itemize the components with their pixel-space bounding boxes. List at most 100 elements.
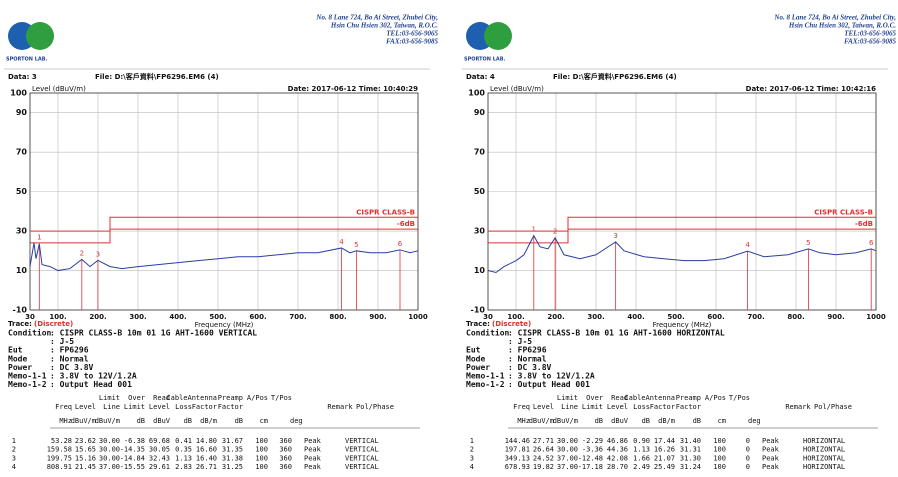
address-line: No. 8 Lane 724, Bo Ai Street, Zhubei Cit… (773, 14, 896, 22)
table-cell: 16.60 (196, 446, 217, 454)
table-cell: 30.00 (99, 437, 120, 445)
table-unit: dB (693, 417, 701, 425)
table-unit: dBuV (611, 417, 629, 425)
table-cell: -2.29 (582, 437, 603, 445)
y-tick-label: 70 (474, 148, 486, 157)
plot-frame (487, 92, 877, 311)
chart-date: Date: 2017-06-12 Time: 10:42:16 (746, 85, 876, 93)
table-cell: 3 (12, 454, 16, 462)
table-cell: 31.31 (680, 446, 701, 454)
condition-value: : Output Head 001 (50, 380, 132, 389)
table-cell: 26.71 (196, 463, 217, 471)
table-unit: dB (595, 417, 603, 425)
table-cell: -3.36 (582, 446, 603, 454)
table-cell: 2 (470, 446, 474, 454)
table-cell: 0 (746, 446, 750, 454)
condition-value: : CISPR CLASS-B 10m 01 1G AHT-1600 VERTI… (50, 329, 257, 338)
table-header: Read (153, 394, 170, 402)
trace-mode: (Discrete) (492, 320, 531, 328)
marker-label: 4 (339, 238, 344, 246)
marker-label: 2 (80, 249, 84, 257)
table-cell: VERTICAL (345, 437, 379, 445)
address-line: FAX:03-656-9085 (844, 38, 896, 46)
condition-value: : DC 3.8V (508, 363, 552, 372)
table-cell: 0.90 (633, 437, 650, 445)
chart-date: Date: 2017-06-12 Time: 10:40:29 (288, 85, 418, 93)
table-cell: 100 (713, 446, 726, 454)
table-cell: Peak (762, 446, 780, 454)
table-cell: Peak (304, 463, 322, 471)
y-tick-label: 100 (10, 89, 27, 98)
table-header: Line (103, 403, 120, 411)
y-tick-label: 50 (474, 187, 486, 196)
x-tick-label: 700. (289, 313, 306, 321)
table-cell: Peak (762, 454, 780, 462)
condition-label: Mode (466, 354, 485, 363)
address-line: FAX:03-656-9085 (386, 38, 438, 46)
x-tick-label: 400. (169, 313, 186, 321)
table-cell: 0 (746, 454, 750, 462)
table-unit: cm (718, 417, 726, 425)
condition-label: Memo-1-2 (8, 380, 47, 389)
table-cell: Peak (304, 454, 322, 462)
x-tick-label: 200. (89, 313, 106, 321)
trace-line (487, 234, 877, 274)
condition-value: : 3.8V to 12V/1.2A (50, 372, 137, 381)
table-cell: 2 (12, 446, 16, 454)
address-line: Hsin Chu Hsien 302, Taiwan, R.O.C. (788, 22, 896, 30)
limit-line (488, 216, 876, 232)
table-cell: 360 (279, 454, 292, 462)
condition-label: Condition (466, 328, 510, 338)
table-cell: -15.55 (120, 463, 145, 471)
trace-line (29, 242, 419, 272)
table-cell: 31.25 (222, 463, 243, 471)
table-header: Factor (676, 403, 701, 411)
table-cell: Peak (304, 437, 322, 445)
marker-label: 3 (96, 250, 100, 258)
table-cell: 0.41 (175, 437, 192, 445)
condition-value: : 3.8V to 12V/1.2A (508, 372, 595, 381)
table-cell: Peak (762, 437, 780, 445)
condition-value: : J-5 (50, 337, 74, 346)
table-cell: 360 (279, 446, 292, 454)
x-tick-label: 1000 (866, 313, 886, 321)
x-tick-label: 700. (747, 313, 764, 321)
table-cell: 100 (255, 446, 268, 454)
table-cell: -6.38 (124, 437, 145, 445)
y-tick-label: -10 (13, 306, 28, 315)
condition-label: Power (466, 363, 490, 372)
table-unit: dB (184, 417, 192, 425)
table-cell: 0 (746, 437, 750, 445)
table-cell: 1 (470, 437, 474, 445)
logo (8, 22, 512, 50)
table-cell: 100 (713, 463, 726, 471)
table-cell: 44.36 (607, 446, 628, 454)
y-axis-label: Level (dBuV/m) (32, 85, 86, 93)
table-cell: VERTICAL (345, 446, 379, 454)
table-cell: 16.26 (654, 446, 675, 454)
trace-label: Trace: (466, 320, 490, 328)
limit-label: CISPR CLASS-B (814, 208, 873, 216)
x-tick-label: 800. (787, 313, 804, 321)
data-number: Data: 3 (8, 73, 37, 81)
data-number: Data: 4 (466, 73, 495, 81)
logo-green (484, 22, 512, 50)
table-cell: HORIZONTAL (803, 446, 845, 454)
table-header: Pol/Phase (814, 403, 852, 411)
x-tick-label: 400. (627, 313, 644, 321)
x-tick-label: 100. (507, 313, 524, 321)
table-header: Factor (650, 403, 675, 411)
table-header: Level (149, 403, 170, 411)
table-cell: 30.00 (99, 454, 120, 462)
table-unit: dBuV/m (95, 417, 120, 425)
table-cell: VERTICAL (345, 454, 379, 462)
table-header: Limit (582, 403, 603, 411)
table-cell: 19.82 (533, 463, 554, 471)
table-cell: Peak (762, 463, 780, 471)
table-cell: 4 (470, 463, 474, 471)
condition-label: Power (8, 363, 32, 372)
table-cell: 37.00 (99, 463, 120, 471)
table-header: Line (561, 403, 578, 411)
table-cell: 37.00 (557, 463, 578, 471)
